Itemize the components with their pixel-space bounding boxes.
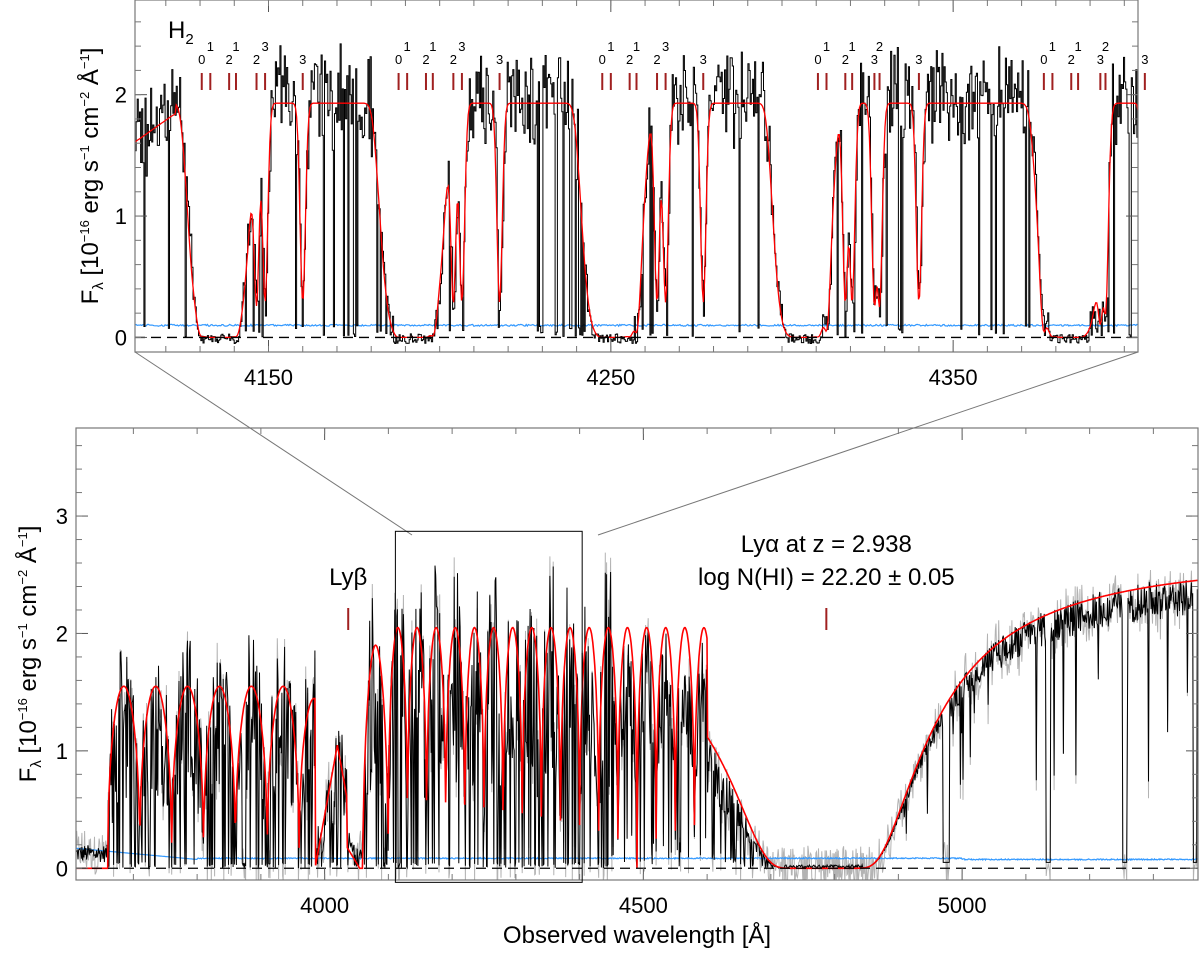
- main-annotations: Lyβ Lyα at z = 2.938 log N(HI) = 22.20 ±…: [329, 531, 955, 630]
- h2-j-label: 1: [404, 39, 411, 54]
- h2-j-label: 3: [700, 52, 707, 67]
- inset-error-spectrum: [135, 323, 1138, 328]
- x-tick-label: 4500: [619, 893, 668, 918]
- x-tick-label: 4000: [300, 893, 349, 918]
- h2-j-label: 2: [876, 39, 883, 54]
- y-tick-label: 0: [56, 856, 68, 881]
- x-tick-label: 4350: [929, 365, 978, 390]
- h2-j-label: 2: [450, 52, 457, 67]
- x-tick-label: 4250: [586, 365, 635, 390]
- h2-j-label: 2: [253, 52, 260, 67]
- h2-j-label: 3: [662, 39, 669, 54]
- h2-j-label: 1: [823, 39, 830, 54]
- inset-panel-label: H2: [168, 17, 194, 48]
- main-panel: 4000 4500 5000 0 1 2 3 Lyβ Lyα at z = 2.938 lo…: [56, 427, 1199, 949]
- h2-j-label: 3: [1141, 52, 1148, 67]
- h2-j-label: 0: [1040, 52, 1047, 67]
- h2-j-label: 1: [1074, 39, 1081, 54]
- h2-j-label: 0: [395, 52, 402, 67]
- h2-j-label: 3: [496, 52, 503, 67]
- inset-plot-area: [135, 43, 1138, 344]
- h2-j-label: 0: [599, 52, 606, 67]
- zoom-connector-left: [134, 351, 413, 536]
- h2-j-label: 2: [422, 52, 429, 67]
- h2-j-label: 1: [607, 39, 614, 54]
- lyb-label: Lyβ: [329, 564, 367, 591]
- x-tick-label: 4150: [244, 365, 293, 390]
- h2-j-label: 2: [1068, 52, 1075, 67]
- h2-j-label: 0: [814, 52, 821, 67]
- main-plot-area: [76, 552, 1198, 880]
- inset-model: [135, 102, 1138, 339]
- lya-label: Lyα at z = 2.938: [741, 531, 912, 558]
- h2-j-label: 0: [198, 52, 205, 67]
- h2-j-label: 3: [1097, 52, 1104, 67]
- h2-j-label: 1: [849, 39, 856, 54]
- zoom-connector-right: [597, 351, 1139, 536]
- inset-y-axis-label: Fλ [10−16 erg s−1 cm−2 Å−1]: [76, 48, 107, 305]
- h2-j-label: 1: [1049, 39, 1056, 54]
- main-model: [76, 579, 1198, 870]
- h2-j-label: 3: [299, 52, 306, 67]
- h2-j-label: 3: [871, 52, 878, 67]
- h2-j-label: 2: [626, 52, 633, 67]
- x-tick-label: 5000: [938, 893, 987, 918]
- inset-frame: [134, 0, 1139, 353]
- y-tick-label: 2: [115, 83, 127, 108]
- h2-j-label: 1: [232, 39, 239, 54]
- h2-j-label: 2: [653, 52, 660, 67]
- h2-j-label: 2: [842, 52, 849, 67]
- h2-j-label: 2: [226, 52, 233, 67]
- zoom-box: [394, 530, 583, 883]
- y-tick-label: 1: [56, 739, 68, 764]
- y-tick-label: 3: [56, 504, 68, 529]
- h2-j-label: 3: [458, 39, 465, 54]
- main-frame: [75, 427, 1199, 881]
- x-axis-label: Observed wavelength [Å]: [503, 921, 771, 949]
- y-tick-label: 1: [115, 204, 127, 229]
- main-axes: 4000 4500 5000 0 1 2 3: [56, 428, 1198, 918]
- h2-j-label: 3: [915, 52, 922, 67]
- column-density-label: log N(HI) = 22.20 ± 0.05: [698, 564, 955, 591]
- h2-j-label: 3: [261, 39, 268, 54]
- h2-j-label: 1: [633, 39, 640, 54]
- y-tick-label: 0: [115, 325, 127, 350]
- h2-j-label: 2: [1102, 39, 1109, 54]
- h2-j-label: 1: [207, 39, 214, 54]
- h2-j-label: 1: [429, 39, 436, 54]
- y-tick-label: 2: [56, 621, 68, 646]
- main-y-axis-label: Fλ [10−16 erg s−1 cm−2 Å−1]: [14, 526, 45, 783]
